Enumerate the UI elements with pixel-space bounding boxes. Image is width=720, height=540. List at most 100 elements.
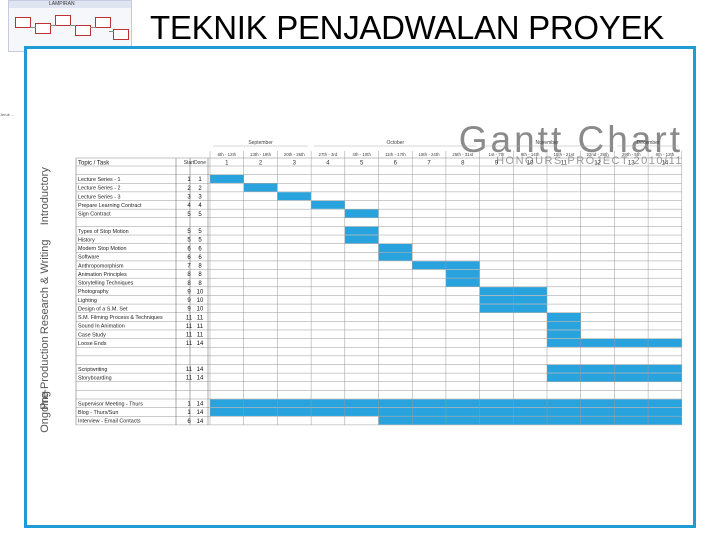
week-date-label: 22nd - 28th	[586, 152, 609, 157]
done-week-value: 4	[198, 203, 202, 209]
thumbnail-link	[109, 31, 114, 32]
week-date-label: 4th - 10th	[352, 152, 371, 157]
start-week-value: 6	[187, 255, 191, 261]
week-number-label: 3	[293, 161, 297, 167]
week-date-label: 20th - 26th	[284, 152, 306, 157]
task-label: Supervisor Meeting - Thurs	[78, 401, 143, 407]
start-week-value: 7	[187, 264, 191, 270]
week-number-label: 8	[461, 161, 465, 167]
task-label: Photography	[78, 289, 109, 295]
task-label: Lecture Series - 2	[78, 186, 121, 192]
week-date-label: 6th - 12th	[218, 152, 237, 157]
done-week-value: 8	[198, 281, 202, 287]
task-label: S.M. Filming Process & Techniques	[78, 315, 163, 321]
done-week-value: 6	[198, 246, 202, 252]
week-number-label: 1	[225, 161, 229, 167]
done-week-value: 10	[197, 307, 204, 313]
thumbnail-node	[75, 25, 91, 36]
done-week-value: 14	[197, 402, 204, 408]
done-week-value: 5	[198, 229, 202, 235]
thumbnail-node	[55, 15, 71, 26]
start-week-value: 3	[187, 194, 191, 200]
thumbnail-title: LAMPIRAN	[49, 1, 75, 7]
done-week-value: 14	[197, 410, 204, 416]
done-week-value: 10	[197, 298, 204, 304]
start-week-value: 11	[186, 367, 193, 373]
month-label: October	[386, 140, 404, 146]
done-week-value: 10	[197, 289, 204, 295]
task-bar	[445, 269, 480, 278]
start-week-value: 9	[187, 298, 191, 304]
task-label: Lecture Series - 3	[78, 194, 121, 200]
done-week-value: 11	[197, 324, 204, 330]
start-week-value: 1	[187, 402, 191, 408]
slide-title: TEKNIK PENJADWALAN PROYEK	[150, 9, 664, 46]
thumbnail-link	[90, 27, 96, 28]
start-week-value: 8	[187, 272, 191, 278]
start-week-value: 6	[187, 419, 191, 425]
thumbnail-node	[95, 17, 111, 28]
start-week-value: 6	[187, 246, 191, 252]
week-number-label: 2	[259, 161, 263, 167]
task-bar	[344, 226, 379, 235]
task-label: Prepare Learning Contract	[78, 203, 142, 209]
section-label: Introductory	[39, 167, 51, 226]
task-bar	[311, 200, 345, 209]
done-week-value: 14	[197, 367, 204, 373]
task-bar	[344, 235, 379, 244]
month-label: November	[535, 140, 558, 146]
week-date-label: 18th - 24th	[419, 152, 441, 157]
week-number-label: 4	[326, 161, 330, 167]
task-bar	[378, 416, 682, 425]
week-number-label: 5	[360, 161, 364, 167]
task-bar	[277, 192, 312, 201]
done-week-value: 6	[198, 255, 202, 261]
task-bar	[547, 330, 581, 339]
task-bar	[445, 278, 480, 287]
task-bar	[210, 174, 244, 183]
thumbnail-node	[113, 29, 129, 40]
slide-thumbnail: LAMPIRAN	[8, 0, 132, 52]
week-number-label: 9	[495, 161, 499, 167]
week-number-label: 7	[427, 161, 431, 167]
task-label: Design of a S.M. Set	[78, 306, 128, 312]
task-label: History	[78, 237, 95, 243]
thumbnail-header-band	[9, 1, 131, 8]
task-label: Scriptwriting	[78, 367, 107, 373]
task-label: Anthropomorphism	[78, 263, 124, 269]
done-week-value: 11	[197, 333, 204, 339]
start-week-value: 9	[187, 289, 191, 295]
done-week-value: 1	[198, 177, 202, 183]
week-number-label: 12	[594, 161, 601, 167]
task-bar	[547, 313, 581, 322]
task-label: Sign Contract	[78, 212, 111, 218]
week-number-label: 13	[628, 161, 635, 167]
start-week-value: 5	[187, 238, 191, 244]
task-label: Storytelling Techniques	[78, 281, 134, 287]
task-bar	[378, 243, 413, 252]
task-bar	[344, 209, 379, 218]
week-date-label: 11th - 17th	[385, 152, 406, 157]
start-week-value: 1	[187, 177, 191, 183]
start-week-value: 5	[187, 212, 191, 218]
task-label: Software	[78, 255, 99, 261]
task-label: Storyboarding	[78, 376, 112, 382]
thumbnail-node	[15, 17, 31, 28]
done-week-value: 14	[197, 341, 204, 347]
week-date-label: 25th - 31st	[452, 152, 474, 157]
start-week-value: 11	[186, 324, 193, 330]
thumbnail-link	[30, 27, 36, 28]
month-label: September	[248, 140, 273, 146]
week-date-label: 15th - 21st	[553, 152, 575, 157]
done-week-value: 14	[197, 376, 204, 382]
task-label: Animation Principles	[78, 272, 127, 278]
thumbnail-caption: Jeruk ...	[0, 112, 15, 117]
done-week-value: 8	[198, 264, 202, 270]
start-week-value: 8	[187, 281, 191, 287]
thumbnail-node	[35, 23, 51, 34]
week-number-label: 14	[662, 161, 669, 167]
start-week-value: 1	[187, 410, 191, 416]
start-week-value: 9	[187, 307, 191, 313]
done-week-value: 5	[198, 238, 202, 244]
week-number-label: 11	[561, 161, 568, 167]
